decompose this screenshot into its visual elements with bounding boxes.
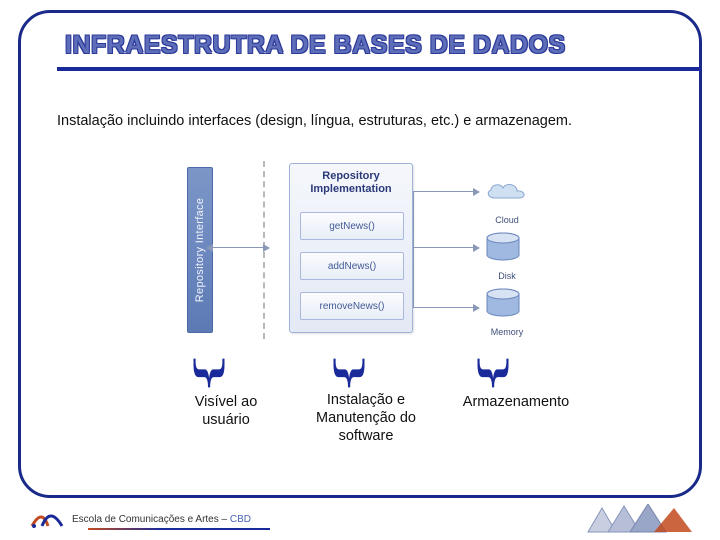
arrowhead-icon bbox=[473, 188, 480, 196]
eca-logo-icon bbox=[28, 506, 66, 532]
arrow-to-disk bbox=[413, 247, 473, 248]
brace-icon: } bbox=[190, 213, 221, 533]
repository-implementation-title: Repository Implementation bbox=[290, 170, 412, 195]
arrow-to-cloud bbox=[413, 191, 473, 192]
footer-right-logo bbox=[586, 504, 696, 534]
footer-prefix: Escola de Comunicações e Artes – bbox=[72, 514, 230, 525]
title-underline bbox=[57, 67, 701, 71]
cloud-icon bbox=[483, 178, 531, 204]
column-label-install: Instalação e Manutenção do software bbox=[301, 391, 431, 445]
footer-left: Escola de Comunicações e Artes – CBD bbox=[28, 506, 251, 532]
intro-text: Instalação incluindo interfaces (design,… bbox=[57, 113, 572, 129]
architecture-diagram: Repository Interface Repository Implemen… bbox=[171, 161, 591, 341]
column-label-storage: Armazenamento bbox=[441, 393, 591, 411]
arrow-junction bbox=[413, 191, 414, 307]
footer-suffix: CBD bbox=[230, 514, 251, 525]
arrow-to-memory bbox=[413, 307, 473, 308]
brace-icon: } bbox=[474, 213, 505, 533]
brace-icon: } bbox=[330, 213, 361, 533]
footer-underline bbox=[88, 528, 270, 530]
column-label-visible: Visível ao usuário bbox=[171, 393, 281, 429]
slide-frame: INFRAESTRUTRA DE BASES DE DADOS Instalaç… bbox=[18, 10, 702, 498]
storage-cloud: Cloud bbox=[483, 171, 557, 211]
footer-text: Escola de Comunicações e Artes – CBD bbox=[72, 514, 251, 525]
slide-title: INFRAESTRUTRA DE BASES DE DADOS bbox=[65, 31, 566, 60]
